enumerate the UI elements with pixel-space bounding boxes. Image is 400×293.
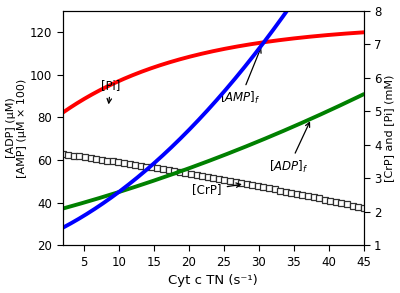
Text: [CrP]: [CrP] bbox=[192, 183, 241, 196]
Y-axis label: [ADP] (μM)
[AMP] (μM × 100): [ADP] (μM) [AMP] (μM × 100) bbox=[6, 79, 27, 178]
Text: $[AMP]_f$: $[AMP]_f$ bbox=[220, 48, 261, 106]
X-axis label: Cyt c TN (s⁻¹): Cyt c TN (s⁻¹) bbox=[168, 275, 258, 287]
Text: $[ADP]_f$: $[ADP]_f$ bbox=[269, 122, 310, 175]
Text: [Pi]: [Pi] bbox=[101, 79, 121, 103]
Y-axis label: [CrP] and [Pi] (mM): [CrP] and [Pi] (mM) bbox=[384, 74, 394, 182]
